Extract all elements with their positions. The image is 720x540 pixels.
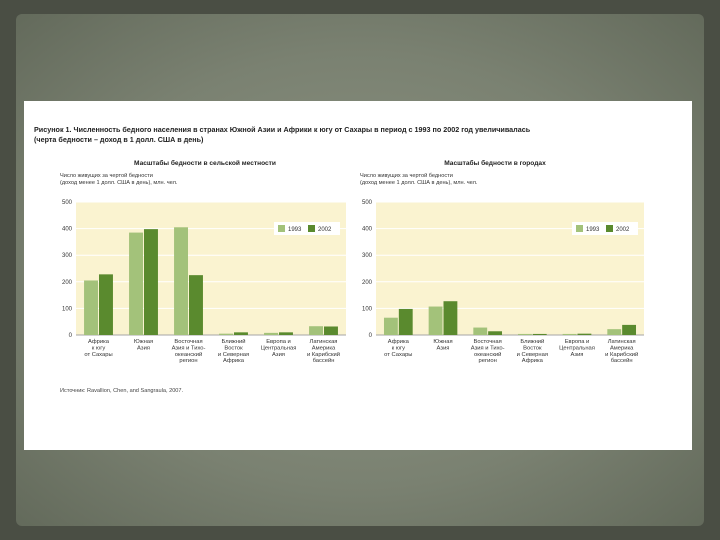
- urban-legend-swatch-2002: [606, 225, 613, 232]
- rural-y-tick-label: 0: [69, 333, 73, 339]
- figure-title: Рисунок 1. Численность бедного населения…: [34, 125, 634, 145]
- rural-category-label: Латинская Америка и Карибский бассейн: [307, 339, 340, 364]
- urban-y-tick-label: 0: [369, 333, 373, 339]
- rural-bar-2002: [189, 275, 203, 335]
- urban-category-label: Латинская Америка и Карибский бассейн: [605, 339, 638, 364]
- urban-bar-2002: [577, 333, 592, 335]
- urban-bar-1993: [562, 333, 577, 335]
- urban-y-tick-label: 200: [362, 280, 373, 286]
- rural-y-tick-label: 500: [62, 200, 73, 206]
- urban-category-label: Восточная Азия и Тихо-океанский регион: [471, 339, 505, 364]
- urban-bar-2002: [622, 324, 637, 335]
- urban-bar-1993: [428, 306, 443, 335]
- urban-bar-2002: [532, 333, 547, 335]
- urban-legend-label-1993: 1993: [586, 227, 600, 233]
- urban-y-axis-label: Число живущих за чертой бедности (доход …: [360, 173, 560, 187]
- rural-bar-1993: [219, 333, 233, 335]
- rural-y-tick-label: 300: [62, 253, 73, 259]
- figure-title-line1: Рисунок 1. Численность бедного населения…: [34, 125, 531, 134]
- rural-legend-swatch-1993: [278, 225, 285, 232]
- urban-panel-title: Масштабы бедности в городах: [444, 160, 546, 167]
- figure-title-line2: (черта бедности – доход в 1 долл. США в …: [34, 135, 204, 144]
- rural-bar-1993: [84, 280, 98, 335]
- rural-y-tick-label: 100: [62, 306, 73, 312]
- urban-category-label: Южная Азия: [433, 339, 452, 351]
- urban-bar-2002: [398, 308, 413, 335]
- urban-bar-1993: [607, 329, 622, 335]
- urban-y-tick-label: 300: [362, 253, 373, 259]
- rural-bar-2002: [144, 229, 158, 335]
- rural-y-tick-label: 200: [62, 280, 73, 286]
- rural-bar-1993: [264, 332, 278, 335]
- urban-bar-2002: [488, 331, 503, 335]
- urban-bar-1993: [517, 333, 532, 335]
- rural-bar-1993: [309, 326, 323, 335]
- rural-bar-2002: [279, 332, 293, 335]
- urban-bar-1993: [473, 327, 488, 335]
- rural-category-label: Ближний Восток и Северная Африка: [218, 338, 249, 364]
- urban-legend-label-2002: 2002: [616, 227, 630, 233]
- rural-category-label: Восточная Азия и Тихо-океанский регион: [172, 339, 206, 364]
- rural-legend-label-1993: 1993: [288, 227, 302, 233]
- urban-y-tick-label: 100: [362, 306, 373, 312]
- urban-legend-box: [572, 222, 638, 235]
- rural-y-axis-label-line2: (доход менее 1 долл. США в день), млн. ч…: [60, 180, 178, 186]
- urban-category-label: Африка к югу от Сахары: [384, 339, 412, 358]
- urban-y-axis-label-line2: (доход менее 1 долл. США в день), млн. ч…: [360, 180, 478, 186]
- urban-plot-area: [376, 202, 644, 335]
- urban-category-label: Европа и Центральная Азия: [559, 339, 595, 358]
- urban-y-tick-label: 500: [362, 200, 373, 206]
- rural-category-label: Южная Азия: [134, 339, 153, 351]
- urban-bar-1993: [383, 317, 398, 335]
- urban-category-label: Ближний Восток и Северная Африка: [517, 338, 548, 364]
- rural-bar-2002: [99, 274, 113, 335]
- urban-legend-swatch-1993: [576, 225, 583, 232]
- rural-bar-1993: [174, 227, 188, 335]
- urban-y-tick-label: 400: [362, 227, 373, 233]
- rural-y-axis-label: Число живущих за чертой бедности (доход …: [60, 173, 260, 187]
- rural-legend-label-2002: 2002: [318, 227, 332, 233]
- rural-bar-2002: [234, 332, 248, 335]
- rural-y-axis-label-line1: Число живущих за чертой бедности: [60, 173, 153, 179]
- rural-bar-2002: [324, 326, 338, 335]
- urban-y-axis-label-line1: Число живущих за чертой бедности: [360, 173, 453, 179]
- rural-bar-1993: [129, 232, 143, 335]
- source-note: Источник: Ravallion, Chen, and Sangraula…: [60, 388, 184, 394]
- rural-category-label: Европа и Центральная Азия: [261, 339, 297, 358]
- rural-legend-box: [274, 222, 340, 235]
- rural-category-label: Африка к югу от Сахары: [84, 339, 112, 358]
- rural-panel-title: Масштабы бедности в сельской местности: [134, 160, 276, 167]
- urban-bar-2002: [443, 301, 458, 335]
- rural-y-tick-label: 400: [62, 227, 73, 233]
- rural-legend-swatch-2002: [308, 225, 315, 232]
